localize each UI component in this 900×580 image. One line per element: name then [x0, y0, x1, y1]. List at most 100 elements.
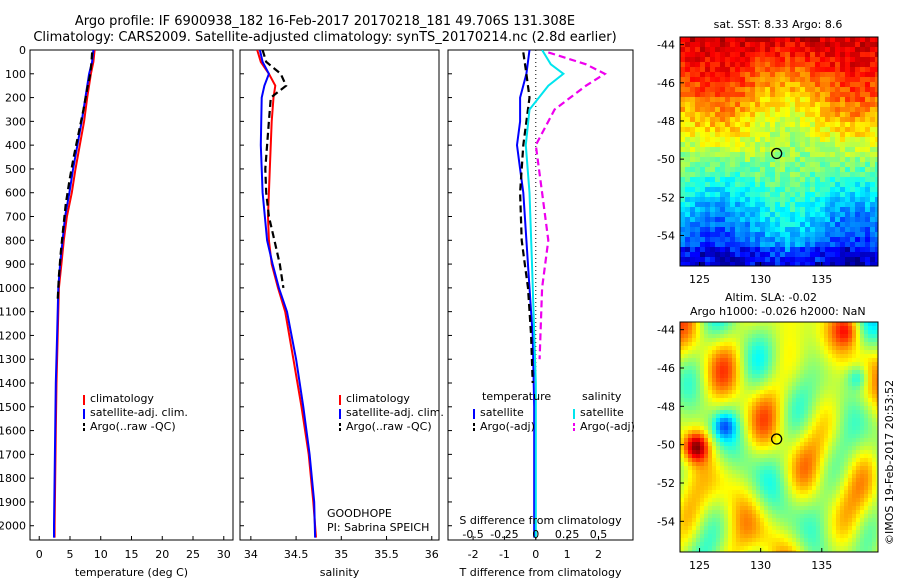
sla-cell: [832, 426, 837, 431]
sla-cell: [772, 374, 777, 379]
sla-cell: [748, 458, 753, 463]
sla-cell: [744, 374, 749, 379]
sla-cell: [700, 362, 705, 367]
sla-cell: [832, 490, 837, 495]
sst-cell: [845, 202, 851, 208]
sst-cell: [760, 117, 766, 123]
sst-cell: [820, 197, 826, 203]
sst-cell: [700, 232, 706, 238]
sla-cell: [820, 322, 825, 327]
sla-cell: [744, 446, 749, 451]
sla-cell: [732, 482, 737, 487]
sla-cell: [756, 382, 761, 387]
sla-cell: [764, 502, 769, 507]
sla-cell: [700, 426, 705, 431]
sla-cell: [696, 338, 701, 343]
sst-cell: [815, 67, 821, 73]
sla-cell: [804, 498, 809, 503]
sla-cell: [704, 522, 709, 527]
sla-cell: [804, 474, 809, 479]
sst-cell: [825, 62, 831, 68]
sla-cell: [868, 514, 873, 519]
sst-cell: [785, 72, 791, 78]
sla-cell: [680, 526, 685, 531]
sst-cell: [730, 102, 736, 108]
sla-cell: [824, 450, 829, 455]
sst-cell: [825, 247, 831, 253]
sst-cell: [850, 102, 856, 108]
sla-cell: [812, 522, 817, 527]
sst-cell: [860, 122, 866, 128]
sla-cell: [736, 498, 741, 503]
sla-cell: [680, 470, 685, 475]
sst-cell: [850, 252, 856, 258]
sst-cell: [870, 62, 876, 68]
legend-argo-label: Argo(..raw -QC): [346, 420, 432, 433]
sla-cell: [872, 362, 877, 367]
sla-cell: [816, 322, 821, 327]
sst-cell: [735, 132, 741, 138]
sla-cell: [740, 434, 745, 439]
sst-cell: [710, 177, 716, 183]
sst-cell: [695, 162, 701, 168]
sst-cell: [775, 97, 781, 103]
sla-cell: [700, 498, 705, 503]
sst-cell: [825, 67, 831, 73]
sla-cell: [820, 346, 825, 351]
sst-cell: [750, 257, 756, 263]
sst-cell: [750, 242, 756, 248]
sla-cell: [752, 514, 757, 519]
sst-cell: [780, 142, 786, 148]
sst-cell: [825, 252, 831, 258]
sla-cell: [692, 382, 697, 387]
sla-cell: [796, 458, 801, 463]
sst-cell: [750, 227, 756, 233]
sla-cell: [736, 510, 741, 515]
depth-tick-label: 2000: [0, 520, 26, 533]
sla-cell: [876, 518, 879, 523]
sst-cell: [845, 62, 851, 68]
sst-cell: [710, 52, 716, 58]
sla-cell: [692, 398, 697, 403]
sla-cell: [836, 390, 841, 395]
sst-cell: [835, 197, 841, 203]
sla-cell: [872, 454, 877, 459]
sst-cell: [855, 77, 861, 83]
sla-cell: [700, 542, 705, 547]
sla-cell: [772, 390, 777, 395]
sla-cell: [720, 510, 725, 515]
sla-cell: [752, 342, 757, 347]
sst-cell: [745, 207, 751, 213]
sla-cell: [840, 394, 845, 399]
sla-cell: [752, 446, 757, 451]
sst-cell: [725, 257, 731, 263]
sst-cell: [820, 52, 826, 58]
sla-cell: [728, 350, 733, 355]
sst-cell: [715, 82, 721, 88]
sla-cell: [796, 434, 801, 439]
sst-cell: [770, 232, 776, 238]
sla-cell: [712, 550, 717, 553]
sla-cell: [768, 514, 773, 519]
sla-cell: [704, 362, 709, 367]
sla-cell: [832, 522, 837, 527]
sla-cell: [728, 538, 733, 543]
sla-cell: [776, 486, 781, 491]
sla-cell: [784, 510, 789, 515]
sla-cell: [712, 422, 717, 427]
sla-cell: [836, 430, 841, 435]
sst-cell: [830, 82, 836, 88]
sst-cell: [770, 37, 776, 43]
sla-cell: [780, 474, 785, 479]
sst-cell: [695, 137, 701, 143]
sst-cell: [710, 257, 716, 263]
sla-cell: [872, 542, 877, 547]
sla-cell: [816, 438, 821, 443]
sst-cell: [845, 257, 851, 263]
sla-cell: [696, 354, 701, 359]
sst-cell: [825, 202, 831, 208]
sst-cell: [725, 57, 731, 63]
sst-lat-tick-label: -52: [657, 191, 675, 204]
sla-cell: [820, 366, 825, 371]
sla-cell: [792, 534, 797, 539]
